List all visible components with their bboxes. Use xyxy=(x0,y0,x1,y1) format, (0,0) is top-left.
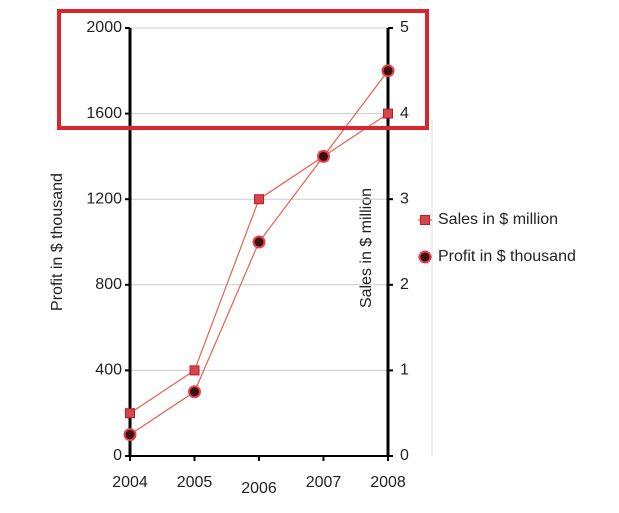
y-tick-label: 1600 xyxy=(86,105,122,122)
y-tick-label: 1200 xyxy=(86,190,122,207)
y-axis-label: Profit in $ thousand xyxy=(49,173,66,311)
legend-label: Sales in $ million xyxy=(438,211,558,228)
legend-label: Profit in $ thousand xyxy=(438,248,576,265)
data-point xyxy=(383,108,393,119)
data-point xyxy=(254,194,264,205)
x-tick-label: 2004 xyxy=(112,474,148,491)
data-point xyxy=(125,408,135,419)
y-tick-label: 400 xyxy=(95,362,122,379)
y-tick-label: 800 xyxy=(95,276,122,293)
highlight-box xyxy=(57,9,429,130)
data-point xyxy=(381,64,395,78)
y-tick-label: 2000 xyxy=(86,19,122,36)
y2-tick-label: 2 xyxy=(400,276,409,293)
y2-tick-label: 4 xyxy=(400,105,409,122)
legend-marker xyxy=(420,215,430,225)
legend-marker xyxy=(418,250,432,264)
y2-tick-label: 5 xyxy=(400,19,409,36)
y2-tick-label: 1 xyxy=(400,362,409,379)
x-tick-label: 2005 xyxy=(177,474,213,491)
data-point xyxy=(189,365,200,376)
data-point xyxy=(188,385,201,399)
data-point xyxy=(317,149,330,163)
x-tick-label: 2007 xyxy=(306,474,342,491)
data-point xyxy=(252,235,266,249)
x-tick-label: 2006 xyxy=(241,480,277,497)
y2-axis-label: Sales in $ million xyxy=(358,188,375,308)
y2-tick-label: 3 xyxy=(400,190,409,207)
x-tick-label: 2008 xyxy=(370,474,406,491)
y2-tick-label: 0 xyxy=(400,447,409,464)
y-tick-label: 0 xyxy=(113,447,122,464)
data-point xyxy=(123,428,137,442)
